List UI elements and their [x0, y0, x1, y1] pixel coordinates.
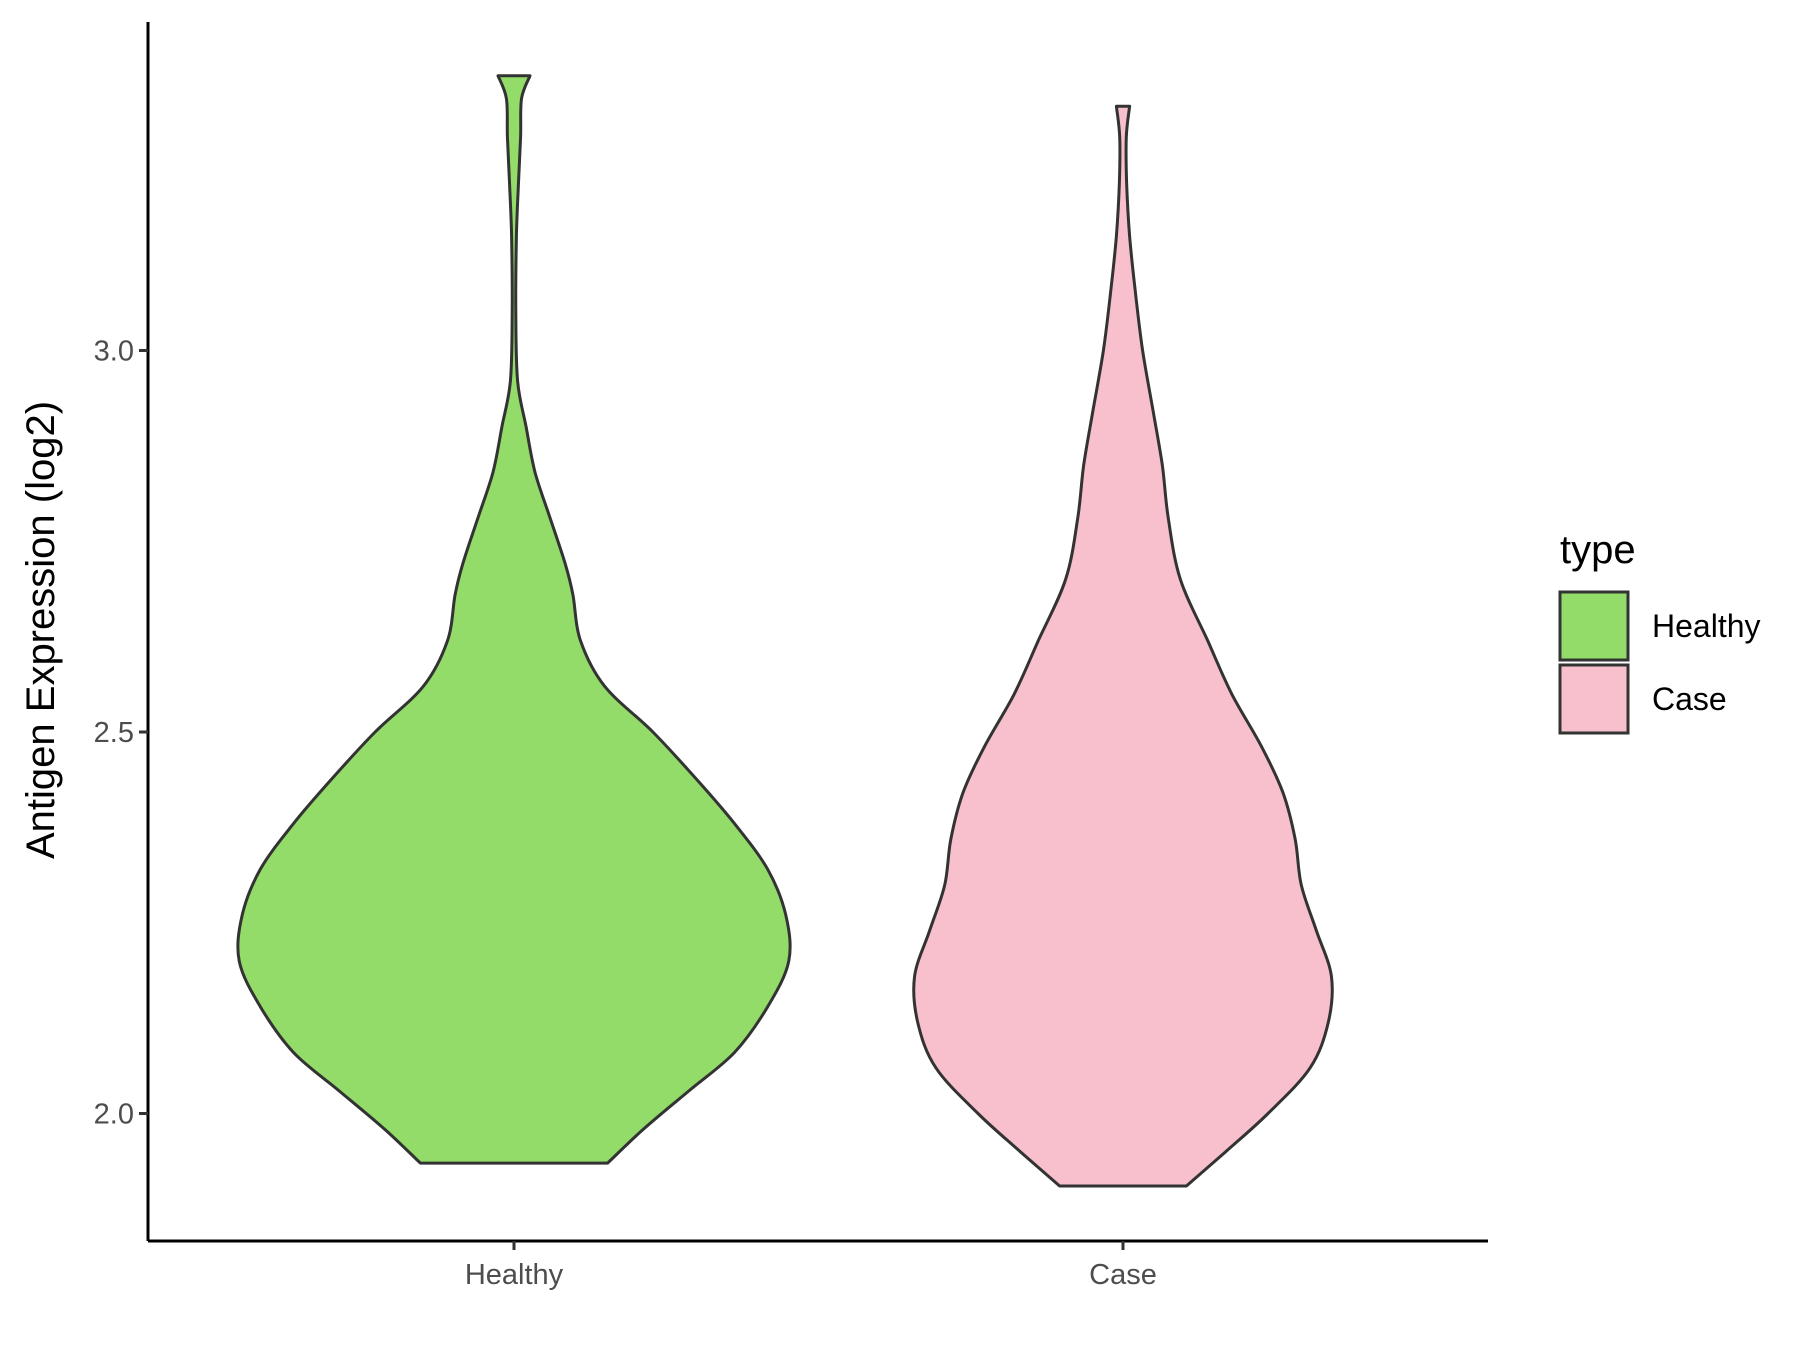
violin-case: [912, 104, 1334, 1188]
legend: type Healthy Case: [1558, 528, 1761, 735]
legend-key-healthy: [1558, 590, 1630, 662]
violins-layer: [236, 74, 1334, 1188]
y-axis-title: Antigen Expression (log2): [19, 401, 63, 859]
y-tick-label: 3.0: [94, 336, 134, 368]
x-ticks: Healthy Case: [465, 1241, 1157, 1291]
legend-label-case: Case: [1652, 681, 1727, 717]
legend-label-healthy: Healthy: [1652, 608, 1761, 644]
legend-key-case: [1558, 663, 1630, 735]
x-tick-label: Healthy: [465, 1259, 564, 1291]
y-ticks: 2.0 2.5 3.0: [94, 336, 148, 1131]
legend-title: type: [1560, 528, 1636, 572]
x-tick-label: Case: [1089, 1259, 1157, 1291]
y-tick-label: 2.0: [94, 1099, 134, 1131]
y-tick-label: 2.5: [94, 717, 134, 749]
violin-healthy: [236, 74, 792, 1165]
